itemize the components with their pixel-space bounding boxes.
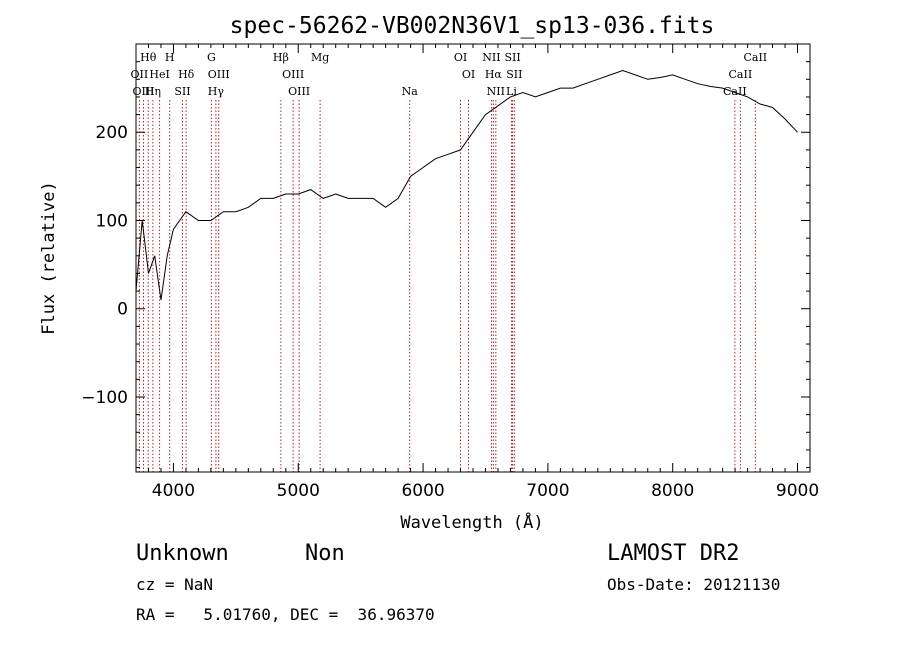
y-tick-labels: −100 0 100 200	[81, 123, 128, 408]
line-label-25: Li	[506, 85, 517, 98]
line-label-0: Hθ	[140, 51, 157, 64]
line-label-26: CaII	[723, 85, 747, 98]
y-tick-label: 100	[96, 211, 128, 231]
x-tick-label: 4000	[152, 481, 195, 501]
line-label-12: OIII	[208, 68, 230, 81]
line-label-9: OII	[131, 68, 149, 81]
survey-name: LAMOST DR2	[607, 541, 739, 566]
chart-title: spec-56262-VB002N36V1_sp13-036.fits	[230, 13, 715, 39]
obs-date: Obs-Date: 20121130	[607, 575, 780, 594]
line-label-3: Hβ	[273, 51, 289, 64]
ra-dec-coordinates: RA = 5.01760, DEC = 36.96370	[136, 605, 435, 624]
y-tick-label: −100	[81, 388, 128, 408]
line-label-5: OI	[454, 51, 467, 64]
x-tick-label: 5000	[277, 481, 320, 501]
x-tick-label: 7000	[526, 481, 569, 501]
line-label-4: Mg	[311, 51, 329, 64]
line-label-7: SII	[504, 51, 520, 64]
axis-ticks	[136, 43, 810, 472]
x-tick-label: 9000	[776, 481, 819, 501]
line-label-24: NII	[487, 85, 505, 98]
x-tick-label: 8000	[651, 481, 694, 501]
line-label-18: OIII	[132, 85, 154, 98]
line-label-19: Hη	[145, 85, 161, 98]
y-tick-label: 0	[117, 300, 128, 320]
line-label-15: Hα	[485, 68, 503, 81]
object-class: Unknown	[136, 541, 229, 566]
line-label-13: OIII	[282, 68, 304, 81]
y-tick-label: 200	[96, 123, 128, 143]
line-label-22: OIII	[288, 85, 310, 98]
line-label-8: CaII	[743, 51, 767, 64]
spectrum-series-line	[135, 69, 798, 300]
line-label-16: SII	[506, 68, 522, 81]
cz-value: cz = NaN	[136, 575, 213, 594]
x-axis-label: Wavelength (Å)	[400, 511, 543, 533]
object-subclass: Non	[305, 541, 345, 566]
line-label-20: SII	[174, 85, 190, 98]
line-label-1: H	[165, 51, 175, 64]
plot-frame	[135, 43, 811, 473]
line-label-14: OI	[462, 68, 475, 81]
line-label-17: CaII	[729, 68, 753, 81]
line-label-11: Hδ	[178, 68, 195, 81]
y-axis-label: Flux (relative)	[39, 181, 59, 335]
line-label-6: NII	[482, 51, 500, 64]
line-label-23: Na	[402, 85, 419, 98]
x-tick-label: 6000	[401, 481, 444, 501]
line-label-10: HeI	[149, 68, 169, 81]
line-label-21: Hγ	[208, 85, 225, 98]
line-label-2: G	[207, 51, 216, 64]
emission-lines-layer	[138, 100, 756, 472]
x-tick-labels: 4000 5000 6000 7000 8000 9000	[152, 481, 819, 501]
